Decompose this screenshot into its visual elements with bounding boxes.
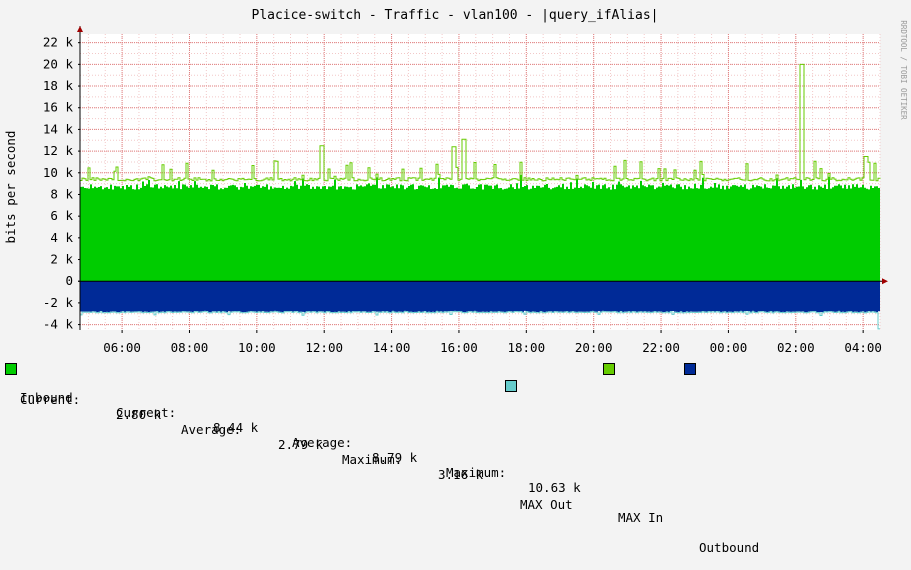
outbound-swatch [684,363,696,375]
y-tick-label: 14 k [43,121,74,136]
y-tick-label: 0 [65,273,73,288]
max-out-line [80,311,880,330]
series-areas [80,63,881,330]
y-tick-label: 10 k [43,165,74,180]
inbound-area [80,174,880,282]
y-tick-labels: -4 k -2 k 0 2 k 4 k 6 k 8 k 10 k 12 k 14 k 16 k 18 … [43,35,80,332]
outbound-maximum-value: 3.16 k [438,467,484,482]
x-axis-arrow [882,278,888,285]
y-tick-label: 22 k [43,35,74,50]
x-tick-label: 12:00 [305,340,343,355]
axes [77,26,888,330]
max-out-swatch [505,380,517,392]
y-tick-label: 18 k [43,78,74,93]
max-in-label: MAX In [618,510,664,525]
x-tick-label: 22:00 [642,340,680,355]
y-tick-label: 20 k [43,56,74,71]
max-in-swatch [603,363,615,375]
x-tick-label: 14:00 [373,340,411,355]
y-axis-label: bits per second [3,131,18,244]
outbound-label: Outbound [699,540,760,555]
y-tick-label: 12 k [43,143,74,158]
x-tick-label: 10:00 [238,340,276,355]
y-tick-label: 8 k [50,186,73,201]
y-tick-label: 2 k [50,252,73,267]
x-tick-labels: 06:00 08:00 10:00 12:00 14:00 16:00 18:00 20:00… [103,330,882,355]
inbound-maximum-value: 10.63 k [528,480,581,495]
x-tick-label: 04:00 [844,340,882,355]
legend-row-inbound: Inbound Current: 8.44 k Average: 8.79 k … [0,360,759,555]
traffic-chart: -4 k -2 k 0 2 k 4 k 6 k 8 k 10 k 12 k 14 k 16 k 18 … [3,8,908,355]
x-tick-label: 20:00 [575,340,613,355]
y-axis-arrow [77,26,83,32]
x-tick-label: 18:00 [507,340,545,355]
outbound-average-label: Average: [181,422,242,437]
y-tick-label: -2 k [43,295,74,310]
outbound-current-value: 2.80 k [116,407,162,422]
y-tick-label: 6 k [50,208,73,223]
y-tick-label: -4 k [43,317,74,332]
x-tick-label: 00:00 [710,340,748,355]
x-tick-label: 16:00 [440,340,478,355]
x-tick-label: 02:00 [777,340,815,355]
y-tick-label: 16 k [43,100,74,115]
outbound-current-label: Current: [20,392,81,407]
rrdtool-watermark: RRDTOOL / TOBI OETIKER [899,20,908,120]
max-out-label: MAX Out [520,497,573,512]
x-tick-label: 08:00 [171,340,209,355]
inbound-swatch [5,363,17,375]
chart-title: Placice-switch - Traffic - vlan100 - |qu… [252,8,659,23]
y-tick-label: 4 k [50,230,73,245]
x-tick-label: 06:00 [103,340,141,355]
outbound-area [80,281,880,313]
outbound-maximum-label: Maximum: [342,452,403,467]
legend-row-outbound: Current: 2.80 k Average: 2.79 k Maximum:… [0,377,573,512]
max-in-line [80,63,881,182]
outbound-average-value: 2.79 k [278,437,324,452]
